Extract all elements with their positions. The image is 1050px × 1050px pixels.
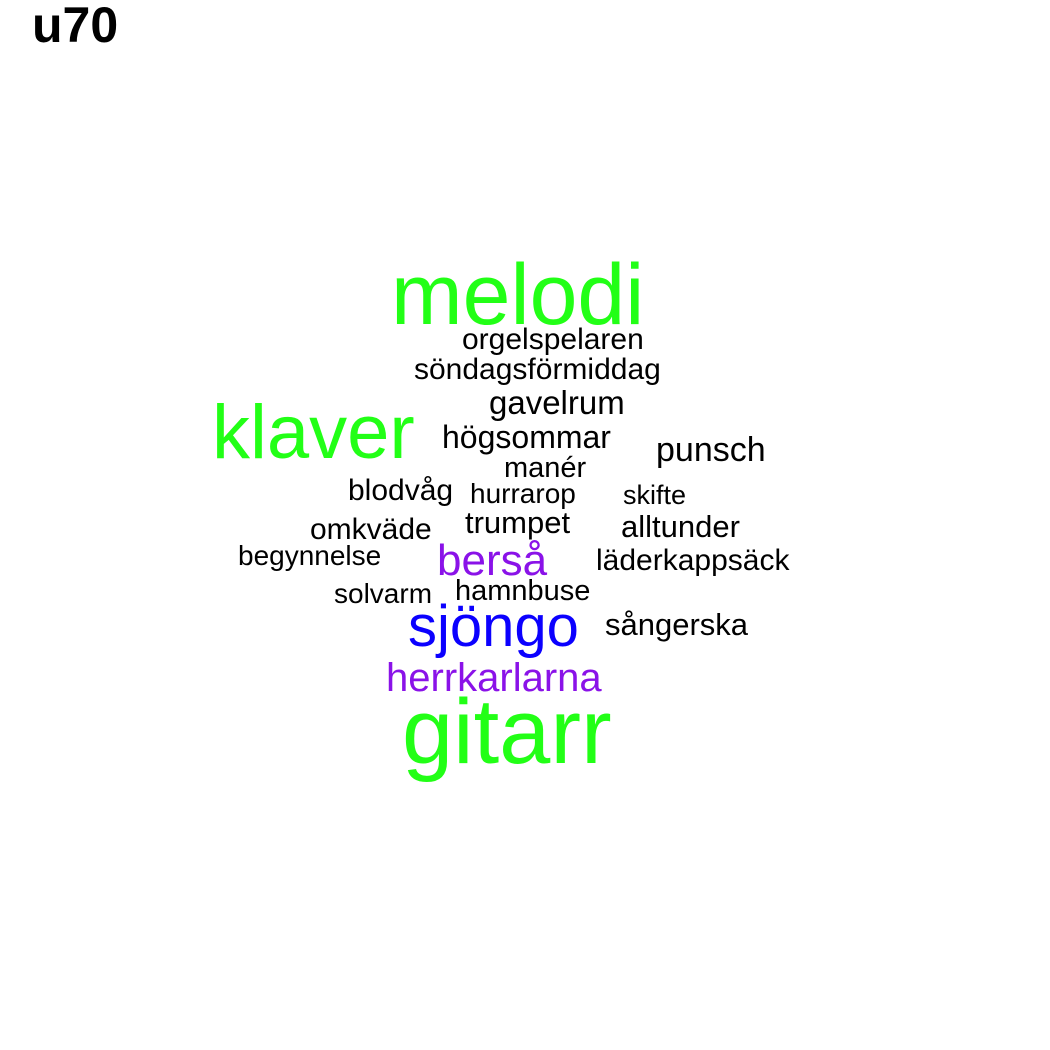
word-hurrarop: hurrarop (470, 480, 576, 508)
word-hogsommar: högsommar (442, 421, 611, 453)
word-gitarr: gitarr (402, 686, 612, 778)
word-sangerska: sångerska (605, 609, 748, 640)
word-begynnelse: begynnelse (238, 542, 381, 570)
word-klaver: klaver (212, 395, 415, 471)
word-laderkappsack: läderkappsäck (596, 546, 789, 576)
word-gavelrum: gavelrum (489, 386, 625, 419)
page-title: u70 (32, 0, 118, 50)
word-sondagsformiddag: söndagsförmiddag (414, 355, 661, 385)
word-punsch: punsch (656, 433, 766, 467)
word-trumpet: trumpet (465, 507, 570, 538)
word-alltunder: alltunder (621, 511, 740, 542)
word-blodvag: blodvåg (348, 476, 453, 506)
word-sjongo: sjöngo (408, 598, 579, 656)
word-skifte: skifte (623, 482, 686, 509)
word-orgelspelaren: orgelspelaren (462, 325, 644, 355)
